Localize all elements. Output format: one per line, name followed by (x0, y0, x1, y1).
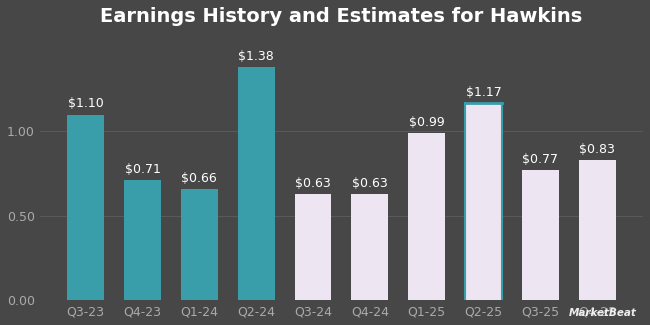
Text: $1.38: $1.38 (239, 50, 274, 63)
Text: $0.71: $0.71 (125, 163, 161, 176)
Bar (408, 133, 445, 300)
Title: Earnings History and Estimates for Hawkins: Earnings History and Estimates for Hawki… (100, 7, 582, 26)
Bar (352, 194, 388, 300)
Bar (181, 189, 218, 300)
Text: $1.17: $1.17 (465, 85, 501, 98)
Text: $1.10: $1.10 (68, 97, 103, 110)
Text: $0.66: $0.66 (181, 172, 217, 185)
Bar (124, 180, 161, 300)
Text: $0.63: $0.63 (352, 177, 387, 190)
Bar (67, 114, 104, 300)
Text: $0.99: $0.99 (409, 116, 445, 129)
Bar (522, 170, 559, 300)
Text: $0.63: $0.63 (295, 177, 331, 190)
Text: MarketBeat: MarketBeat (569, 308, 637, 318)
Text: $0.77: $0.77 (523, 153, 558, 166)
Bar (465, 103, 502, 300)
Text: $0.83: $0.83 (579, 143, 615, 156)
Bar (238, 67, 275, 300)
Bar (294, 194, 332, 300)
Bar (578, 160, 616, 300)
